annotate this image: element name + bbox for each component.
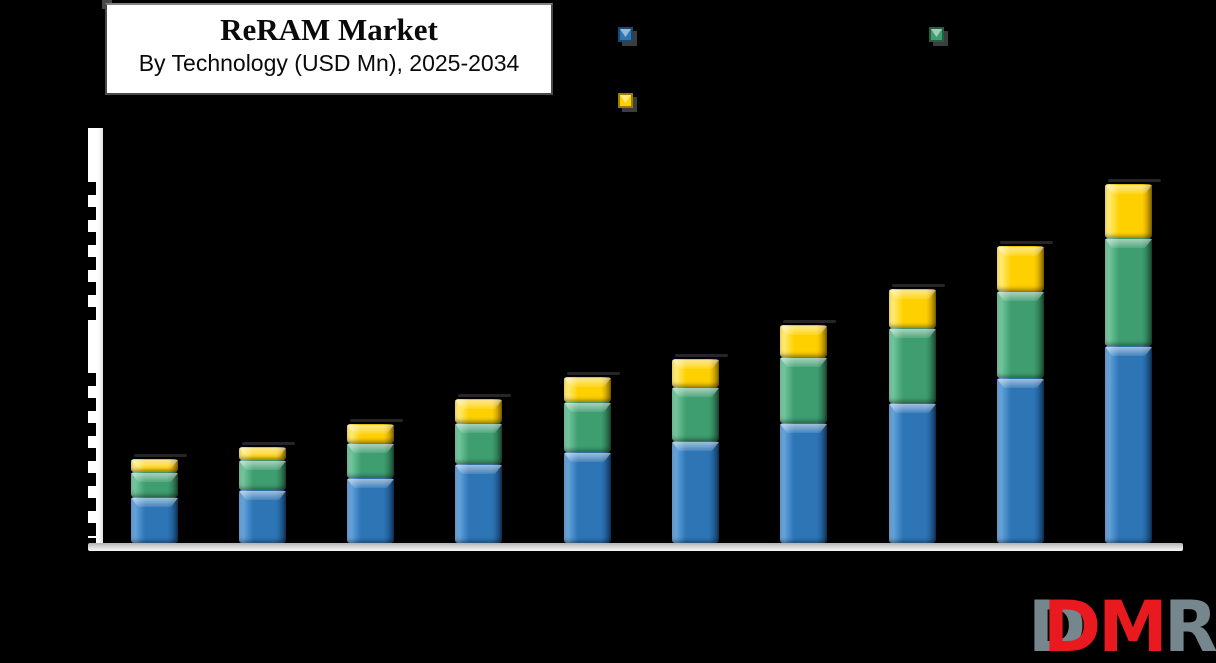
legend-marker-green-icon [929,27,944,42]
y-axis-tick [88,257,96,270]
bar-2028-segment-green [455,423,502,464]
y-axis-tick [88,498,96,511]
bar-2026-segment-blue [239,490,286,543]
bar-2033-top-shadow-line [1000,241,1053,244]
y-axis-tick [88,232,96,245]
bar-2030-segment-blue [672,441,719,543]
chart-title: ReRAM Market [220,12,438,47]
bar-2029-segment-green [564,402,611,452]
chart-subtitle: By Technology (USD Mn), 2025-2034 [138,50,520,76]
bar-2031-top-shadow-line [783,320,836,323]
y-axis-tick [88,523,96,536]
bar-2033-segment-blue [997,378,1044,543]
x-axis-baseline [88,543,1183,551]
bar-2026-top-shadow-line [242,442,295,445]
bar-2034-segment-yellow [1105,184,1152,238]
y-axis-tick [88,307,96,320]
bar-2026-segment-yellow [239,447,286,460]
y-axis-tick [88,448,96,461]
bar-2026-segment-green [239,460,286,490]
y-axis-tick [88,182,96,195]
logo-letter-gray-r: R [1164,586,1216,663]
bar-2034-segment-green [1105,238,1152,346]
y-axis-tick [88,207,96,220]
y-axis-tick [88,473,96,486]
bar-2032-top-shadow-line [892,284,945,287]
bar-2032-segment-green [889,328,936,403]
bar-2029-top-shadow-line [567,372,620,375]
bar-2025-segment-blue [131,497,178,543]
bar-2030-segment-yellow [672,359,719,387]
legend-marker-yellow-icon [618,93,633,108]
legend-marker-highlight [620,95,631,103]
bar-2032-segment-yellow [889,289,936,328]
bar-2025-segment-green [131,472,178,497]
bar-2034-segment-blue [1105,346,1152,543]
bar-2031-segment-green [780,357,827,423]
y-axis-tick [88,423,96,436]
y-axis-tick [88,282,96,295]
bar-2032-segment-blue [889,403,936,543]
legend-marker-highlight [931,29,942,37]
bar-2034-top-shadow-line [1108,179,1161,182]
bar-2033-segment-yellow [997,246,1044,291]
dmr-logo: D DM R [1028,586,1216,663]
bar-2028-segment-yellow [455,399,502,423]
bar-2031-segment-blue [780,423,827,543]
bar-2027-segment-blue [347,478,394,543]
bar-2025-top-shadow-line [134,454,187,457]
logo-letter-gray-d: D [1028,586,1086,663]
legend-marker-blue-icon [618,27,633,42]
logo-letters-red-dm: DM [1043,586,1168,663]
bar-2025-segment-yellow [131,459,178,472]
bar-2027-segment-green [347,443,394,478]
y-axis-tick [88,398,96,411]
bar-2029-segment-yellow [564,377,611,402]
title-box: ReRAM Market By Technology (USD Mn), 202… [105,3,553,95]
bar-2027-top-shadow-line [350,419,403,422]
bar-2030-segment-green [672,387,719,441]
bar-2027-segment-yellow [347,424,394,443]
bar-2028-segment-blue [455,464,502,543]
bar-2029-segment-blue [564,452,611,543]
legend-marker-highlight [620,29,631,37]
y-axis-tick [88,373,96,386]
bar-2028-top-shadow-line [458,394,511,397]
bar-2030-top-shadow-line [675,354,728,357]
bar-2031-segment-yellow [780,325,827,357]
bar-2033-segment-green [997,291,1044,378]
